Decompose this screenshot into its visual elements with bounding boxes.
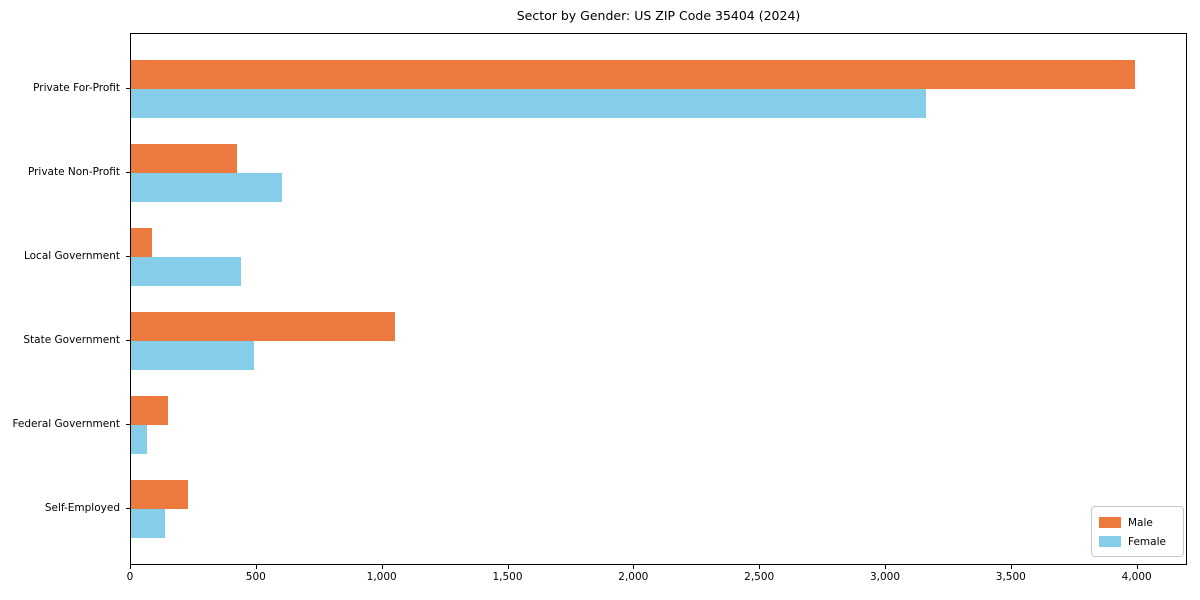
x-tick-mark	[1010, 565, 1012, 569]
bar-female-6	[131, 509, 165, 538]
x-tick-mark	[255, 565, 257, 569]
x-tick-label: 4,000	[1121, 571, 1152, 583]
y-tick-label: State Government	[23, 334, 120, 346]
y-tick-mark	[126, 508, 130, 509]
legend-label: Female	[1128, 535, 1166, 548]
x-tick-label: 0	[126, 571, 134, 583]
x-tick-label: 1,500	[492, 571, 523, 583]
x-tick-mark	[381, 565, 383, 569]
x-tick-mark	[507, 565, 509, 569]
x-tick-label: 500	[245, 571, 266, 583]
bar-male-6	[131, 480, 188, 509]
legend-label: Male	[1128, 516, 1153, 529]
bar-female-4	[131, 341, 255, 370]
x-tick-mark	[633, 565, 635, 569]
legend-entry-female: Female	[1099, 532, 1175, 551]
legend-entry-male: Male	[1099, 513, 1175, 532]
y-tick-mark	[126, 424, 130, 425]
legend-swatch-female	[1099, 536, 1121, 547]
bar-female-3	[131, 257, 241, 286]
chart-title: Sector by Gender: US ZIP Code 35404 (202…	[516, 8, 801, 23]
y-tick-label: Private For-Profit	[33, 82, 120, 94]
x-tick-mark	[885, 565, 886, 569]
y-tick-mark	[126, 256, 130, 257]
x-tick-mark	[1136, 565, 1138, 569]
bar-male-4	[131, 312, 396, 341]
bar-male-5	[131, 396, 168, 425]
y-tick-label: Federal Government	[12, 418, 120, 430]
x-tick-mark	[759, 565, 761, 569]
x-tick-label: 2,500	[744, 571, 775, 583]
bar-female-5	[131, 425, 148, 454]
y-tick-mark	[126, 172, 130, 173]
plot-area	[130, 33, 1187, 565]
y-tick-label: Private Non-Profit	[27, 166, 120, 178]
x-tick-label: 2,000	[618, 571, 649, 583]
y-tick-label: Self-Employed	[44, 502, 120, 514]
legend-swatch-male	[1099, 517, 1121, 528]
bar-male-2	[131, 144, 237, 173]
x-tick-label: 3,500	[995, 571, 1026, 583]
bar-female-2	[131, 173, 282, 202]
bar-male-3	[131, 228, 153, 257]
y-tick-mark	[126, 340, 130, 341]
bar-female-1	[131, 89, 927, 118]
x-tick-label: 3,000	[869, 571, 901, 583]
x-tick-label: 1,000	[366, 571, 397, 583]
bar-male-1	[131, 60, 1136, 89]
x-tick-mark	[130, 565, 131, 569]
legend: Male Female	[1091, 506, 1184, 557]
y-tick-label: Local Government	[23, 250, 120, 262]
y-tick-mark	[126, 88, 130, 89]
